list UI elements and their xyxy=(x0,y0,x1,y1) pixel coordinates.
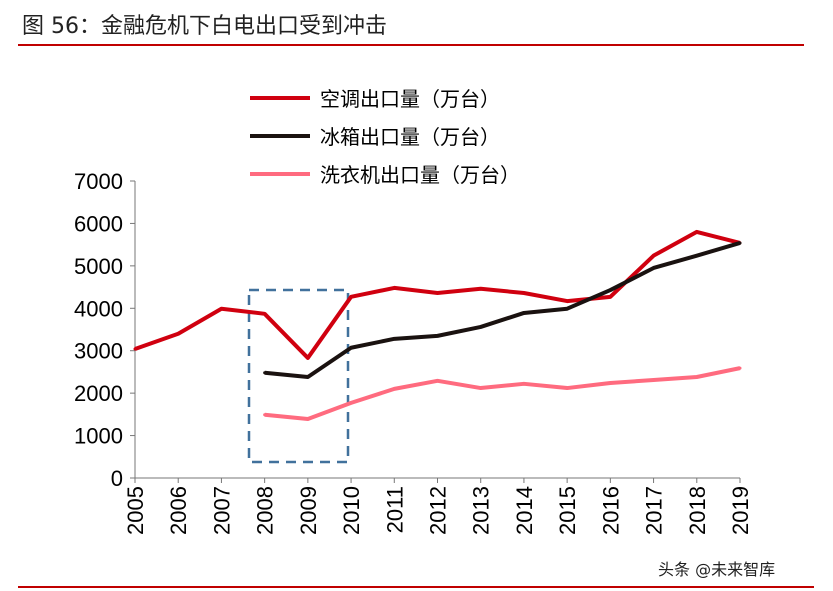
x-tick-label: 2017 xyxy=(642,486,667,535)
data-point-2 xyxy=(652,378,656,382)
x-tick-label: 2018 xyxy=(685,486,710,535)
y-tick-label: 1000 xyxy=(74,424,123,449)
x-tick-label: 2009 xyxy=(296,486,321,535)
x-tick-label: 2015 xyxy=(555,486,580,535)
y-tick-label: 3000 xyxy=(74,339,123,364)
y-tick-label: 4000 xyxy=(74,296,123,321)
data-point-2 xyxy=(608,381,612,385)
data-point-2 xyxy=(349,401,353,405)
data-point-1 xyxy=(522,311,526,315)
y-tick-label: 0 xyxy=(111,466,123,491)
data-point-2 xyxy=(263,413,267,417)
y-tick-label: 2000 xyxy=(74,381,123,406)
watermark: 头条 @未来智库 xyxy=(658,560,776,579)
series-line-0 xyxy=(134,229,741,360)
data-point-0 xyxy=(392,286,396,290)
data-point-2 xyxy=(522,382,526,386)
data-point-0 xyxy=(479,287,483,291)
y-tick-label: 6000 xyxy=(74,211,123,236)
data-point-0 xyxy=(306,356,310,360)
data-point-0 xyxy=(652,254,656,258)
data-point-2 xyxy=(695,375,699,379)
x-tick-label: 2007 xyxy=(209,486,234,535)
data-point-0 xyxy=(219,307,223,311)
data-point-2 xyxy=(436,379,439,383)
data-point-1 xyxy=(436,334,439,338)
data-point-0 xyxy=(436,291,439,295)
data-point-0 xyxy=(263,312,267,316)
x-tick-label: 2016 xyxy=(598,486,623,535)
x-tick-label: 2005 xyxy=(123,486,148,535)
data-point-0 xyxy=(133,347,137,351)
figure-title: 图 56：金融危机下白电出口受到冲击 xyxy=(22,14,387,39)
data-point-2 xyxy=(738,366,742,370)
x-tick-label: 2012 xyxy=(426,486,451,535)
data-point-1 xyxy=(392,337,396,341)
data-point-2 xyxy=(306,417,310,421)
data-point-1 xyxy=(349,346,353,350)
data-point-1 xyxy=(263,371,267,375)
title-divider xyxy=(18,44,804,46)
bottom-divider xyxy=(18,586,814,588)
data-point-1 xyxy=(652,266,656,270)
data-point-2 xyxy=(479,386,483,390)
legend-label-0: 空调出口量（万台） xyxy=(320,87,500,111)
data-point-1 xyxy=(738,241,742,245)
x-tick-label: 2006 xyxy=(166,486,191,535)
x-tick-label: 2013 xyxy=(469,486,494,535)
data-point-0 xyxy=(176,332,180,336)
data-point-1 xyxy=(306,375,310,379)
x-tick-label: 2008 xyxy=(253,486,278,535)
data-point-0 xyxy=(349,295,353,299)
legend-label-1: 冰箱出口量（万台） xyxy=(320,125,500,149)
data-point-1 xyxy=(479,325,483,329)
x-tick-label: 2014 xyxy=(512,486,537,535)
data-point-0 xyxy=(565,299,569,303)
legend-label-2: 洗衣机出口量（万台） xyxy=(320,163,520,187)
data-point-1 xyxy=(608,288,612,292)
data-point-0 xyxy=(522,291,526,295)
data-point-0 xyxy=(695,230,699,234)
data-point-0 xyxy=(608,295,612,299)
data-point-1 xyxy=(695,254,699,258)
y-tick-label: 7000 xyxy=(74,169,123,194)
series-line-2 xyxy=(264,366,741,422)
data-point-1 xyxy=(565,307,569,311)
data-point-2 xyxy=(392,387,396,391)
x-tick-label: 2010 xyxy=(339,486,364,535)
series-line-1 xyxy=(264,241,741,380)
x-tick-label: 2019 xyxy=(728,486,753,535)
x-tick-label: 2011 xyxy=(382,486,407,533)
y-tick-label: 5000 xyxy=(74,254,123,279)
data-point-2 xyxy=(565,386,569,390)
